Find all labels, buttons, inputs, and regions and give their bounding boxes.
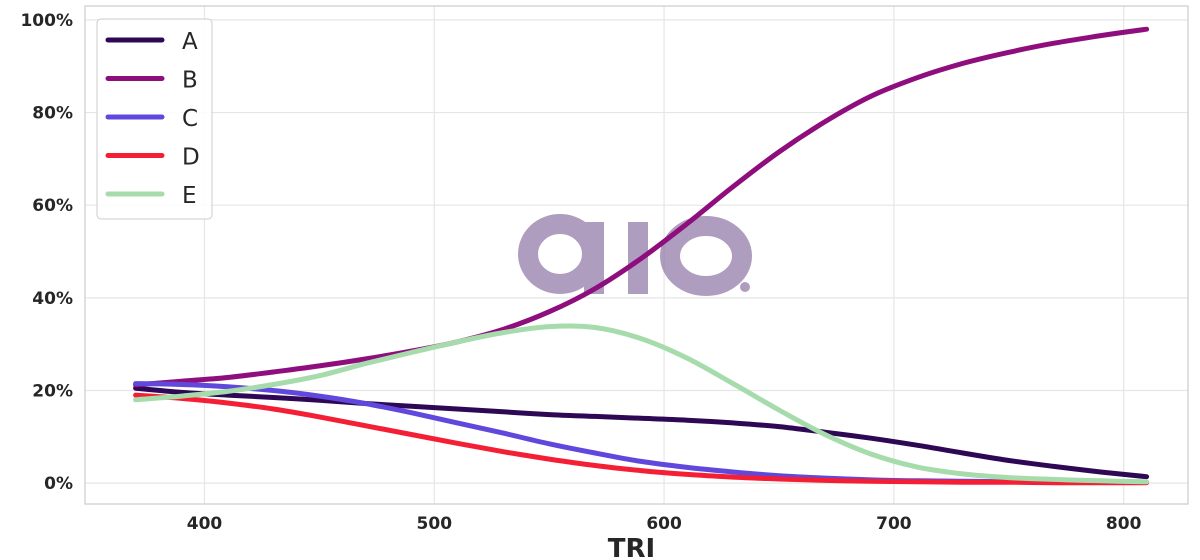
x-tick-label: 800 [1106, 514, 1142, 534]
y-tick-label: 100% [20, 11, 73, 31]
y-tick-label: 40% [32, 289, 73, 309]
x-tick-label: 600 [646, 514, 682, 534]
plot-frame [84, 5, 1189, 505]
x-tick-label: 500 [417, 514, 453, 534]
legend-label-d: D [182, 145, 200, 171]
x-axis-title: TRI [608, 534, 655, 560]
watermark-logo [518, 214, 752, 296]
legend-label-a: A [182, 29, 198, 55]
y-tick-label: 20% [32, 382, 73, 402]
x-tick-label: 700 [876, 514, 912, 534]
series-line-e [133, 323, 1150, 485]
x-tick-labels: 400 500 600 700 800 [187, 514, 1142, 534]
series-line-a [133, 385, 1150, 480]
series-lines [133, 26, 1150, 486]
y-tick-label: 60% [32, 196, 73, 216]
legend-label-e: E [182, 183, 197, 209]
legend-label-c: C [182, 106, 198, 132]
legend-label-b: B [182, 68, 198, 94]
series-line-d [133, 392, 1150, 486]
y-tick-label: 0% [44, 474, 73, 494]
y-tick-labels: 0% 20% 40% 60% 80% 100% [20, 11, 73, 494]
x-tick-label: 400 [187, 514, 223, 534]
series-line-b [133, 26, 1150, 388]
y-tick-label: 80% [32, 104, 73, 124]
